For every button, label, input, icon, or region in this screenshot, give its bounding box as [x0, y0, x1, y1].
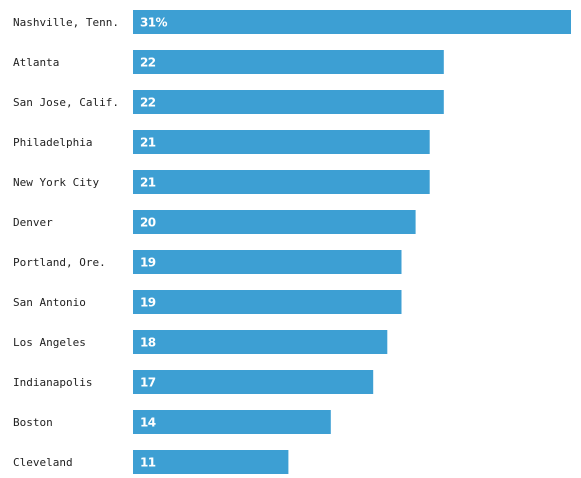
category-label-new-york-city: New York City — [13, 176, 99, 189]
value-label-san-jose-calif: 22 — [140, 96, 156, 110]
value-label-cleveland: 11 — [140, 456, 156, 470]
bar-boston — [133, 410, 331, 434]
category-label-denver: Denver — [13, 216, 53, 229]
bar-row-atlanta: Atlanta 22 — [13, 50, 444, 74]
bar-row-denver: Denver 20 — [13, 210, 416, 234]
value-label-portland-ore: 19 — [140, 256, 156, 270]
value-label-atlanta: 22 — [140, 56, 156, 70]
bar-philadelphia — [133, 130, 430, 154]
value-label-nashville-tenn: 31% — [140, 16, 167, 30]
bar-san-jose-calif — [133, 90, 444, 114]
value-label-indianapolis: 17 — [140, 376, 156, 390]
bar-row-philadelphia: Philadelphia 21 — [13, 130, 430, 154]
category-label-boston: Boston — [13, 416, 53, 429]
value-label-denver: 20 — [140, 216, 156, 230]
bar-row-new-york-city: New York City 21 — [13, 170, 430, 194]
bar-denver — [133, 210, 416, 234]
bar-atlanta — [133, 50, 444, 74]
bar-row-indianapolis: Indianapolis 17 — [13, 370, 374, 394]
bar-indianapolis — [133, 370, 374, 394]
bar-row-cleveland: Cleveland 11 — [13, 450, 289, 474]
bar-nashville-tenn — [133, 10, 571, 34]
value-label-los-angeles: 18 — [140, 336, 156, 350]
category-label-san-jose-calif: San Jose, Calif. — [13, 96, 119, 109]
bar-new-york-city — [133, 170, 430, 194]
category-label-nashville-tenn: Nashville, Tenn. — [13, 16, 119, 29]
bar-cleveland — [133, 450, 289, 474]
bar-row-boston: Boston 14 — [13, 410, 331, 434]
bar-row-portland-ore: Portland, Ore. 19 — [13, 250, 402, 274]
category-label-philadelphia: Philadelphia — [13, 136, 92, 149]
bar-portland-ore — [133, 250, 402, 274]
bar-row-nashville-tenn: Nashville, Tenn. 31% — [13, 10, 571, 34]
category-label-san-antonio: San Antonio — [13, 296, 86, 309]
category-label-atlanta: Atlanta — [13, 56, 59, 69]
bar-san-antonio — [133, 290, 402, 314]
bar-los-angeles — [133, 330, 388, 354]
category-label-los-angeles: Los Angeles — [13, 336, 86, 349]
value-label-new-york-city: 21 — [140, 176, 156, 190]
category-label-cleveland: Cleveland — [13, 456, 73, 469]
bar-row-los-angeles: Los Angeles 18 — [13, 330, 388, 354]
bar-row-san-jose-calif: San Jose, Calif. 22 — [13, 90, 444, 114]
value-label-boston: 14 — [140, 416, 156, 430]
category-label-indianapolis: Indianapolis — [13, 376, 92, 389]
value-label-philadelphia: 21 — [140, 136, 156, 150]
value-label-san-antonio: 19 — [140, 296, 156, 310]
bar-row-san-antonio: San Antonio 19 — [13, 290, 402, 314]
category-label-portland-ore: Portland, Ore. — [13, 256, 106, 269]
